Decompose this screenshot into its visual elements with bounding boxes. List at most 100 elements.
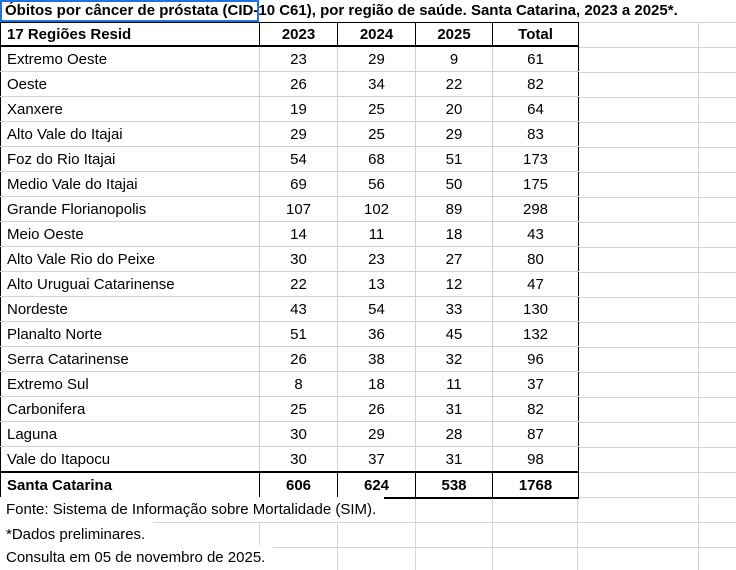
value-cell[interactable]: 54 (259, 146, 338, 172)
value-cell[interactable]: 18 (415, 221, 493, 247)
region-cell[interactable]: Vale do Itapocu (0, 446, 260, 473)
value-cell[interactable]: 25 (259, 396, 338, 422)
column-header-2024[interactable]: 2024 (337, 22, 416, 47)
value-cell[interactable]: 83 (492, 121, 579, 147)
total-value-2023[interactable]: 606 (259, 471, 338, 499)
value-cell[interactable]: 51 (415, 146, 493, 172)
value-cell[interactable]: 22 (415, 71, 493, 97)
value-cell[interactable]: 23 (337, 246, 416, 272)
value-cell[interactable]: 68 (337, 146, 416, 172)
footnote-source-cell[interactable]: Fonte: Sistema de Informação sobre Morta… (0, 497, 385, 522)
value-cell[interactable]: 69 (259, 171, 338, 197)
value-cell[interactable]: 56 (337, 171, 416, 197)
value-cell[interactable]: 37 (492, 371, 579, 397)
region-cell[interactable]: Alto Uruguai Catarinense (0, 271, 260, 297)
region-cell[interactable]: Extremo Oeste (0, 45, 260, 72)
value-cell[interactable]: 14 (259, 221, 338, 247)
value-cell[interactable]: 25 (337, 121, 416, 147)
value-cell[interactable]: 30 (259, 446, 338, 473)
value-cell[interactable]: 19 (259, 96, 338, 122)
value-cell[interactable]: 98 (492, 446, 579, 473)
column-header-total[interactable]: Total (492, 22, 579, 47)
value-cell[interactable]: 54 (337, 296, 416, 322)
region-cell[interactable]: Extremo Sul (0, 371, 260, 397)
value-cell[interactable]: 130 (492, 296, 579, 322)
value-cell[interactable]: 43 (259, 296, 338, 322)
value-cell[interactable]: 29 (415, 121, 493, 147)
column-header-region[interactable]: 17 Regiões Resid (0, 22, 260, 47)
value-cell[interactable]: 96 (492, 346, 579, 372)
value-cell[interactable]: 36 (337, 321, 416, 347)
region-cell[interactable]: Grande Florianopolis (0, 196, 260, 222)
total-value-2024[interactable]: 624 (337, 471, 416, 499)
value-cell[interactable]: 173 (492, 146, 579, 172)
value-cell[interactable]: 30 (259, 246, 338, 272)
value-cell[interactable]: 18 (337, 371, 416, 397)
value-cell[interactable]: 29 (259, 121, 338, 147)
value-cell[interactable]: 34 (337, 71, 416, 97)
value-cell[interactable]: 175 (492, 171, 579, 197)
value-cell[interactable]: 64 (492, 96, 579, 122)
value-cell[interactable]: 12 (415, 271, 493, 297)
value-cell[interactable]: 50 (415, 171, 493, 197)
value-cell[interactable]: 32 (415, 346, 493, 372)
region-cell[interactable]: Carbonifera (0, 396, 260, 422)
title-cell[interactable]: Óbitos por câncer de próstata (CID-10 C6… (0, 0, 682, 22)
region-cell[interactable]: Xanxere (0, 96, 260, 122)
value-cell[interactable]: 9 (415, 45, 493, 72)
value-cell[interactable]: 31 (415, 446, 493, 473)
value-cell[interactable]: 29 (337, 421, 416, 447)
value-cell[interactable]: 22 (259, 271, 338, 297)
value-cell[interactable]: 23 (259, 45, 338, 72)
region-cell[interactable]: Alto Vale do Itajai (0, 121, 260, 147)
column-header-2025[interactable]: 2025 (415, 22, 493, 47)
value-cell[interactable]: 51 (259, 321, 338, 347)
value-cell[interactable]: 47 (492, 271, 579, 297)
value-cell[interactable]: 26 (259, 71, 338, 97)
value-cell[interactable]: 80 (492, 246, 579, 272)
total-row-label[interactable]: Santa Catarina (0, 471, 260, 499)
value-cell[interactable]: 31 (415, 396, 493, 422)
region-cell[interactable]: Laguna (0, 421, 260, 447)
value-cell[interactable]: 107 (259, 196, 338, 222)
total-value-sum[interactable]: 1768 (492, 471, 579, 499)
value-cell[interactable]: 37 (337, 446, 416, 473)
region-cell[interactable]: Meio Oeste (0, 221, 260, 247)
value-cell[interactable]: 8 (259, 371, 338, 397)
region-cell[interactable]: Alto Vale Rio do Peixe (0, 246, 260, 272)
region-cell[interactable]: Foz do Rio Itajai (0, 146, 260, 172)
total-value-2025[interactable]: 538 (415, 471, 493, 499)
value-cell[interactable]: 28 (415, 421, 493, 447)
value-cell[interactable]: 89 (415, 196, 493, 222)
value-cell[interactable]: 11 (337, 221, 416, 247)
value-cell[interactable]: 20 (415, 96, 493, 122)
value-cell[interactable]: 38 (337, 346, 416, 372)
value-cell[interactable]: 11 (415, 371, 493, 397)
footnote-preliminary-cell[interactable]: *Dados preliminares. (0, 522, 154, 547)
value-cell[interactable]: 87 (492, 421, 579, 447)
value-cell[interactable]: 25 (337, 96, 416, 122)
region-cell[interactable]: Nordeste (0, 296, 260, 322)
value-cell[interactable]: 30 (259, 421, 338, 447)
value-cell[interactable]: 102 (337, 196, 416, 222)
value-cell[interactable]: 43 (492, 221, 579, 247)
region-cell[interactable]: Medio Vale do Itajai (0, 171, 260, 197)
column-header-2023[interactable]: 2023 (259, 22, 338, 47)
value-cell[interactable]: 27 (415, 246, 493, 272)
value-cell[interactable]: 82 (492, 71, 579, 97)
value-cell[interactable]: 13 (337, 271, 416, 297)
value-cell[interactable]: 26 (337, 396, 416, 422)
region-cell[interactable]: Planalto Norte (0, 321, 260, 347)
value-cell[interactable]: 26 (259, 346, 338, 372)
region-cell[interactable]: Oeste (0, 71, 260, 97)
value-cell[interactable]: 82 (492, 396, 579, 422)
value-cell[interactable]: 45 (415, 321, 493, 347)
region-cell[interactable]: Serra Catarinense (0, 346, 260, 372)
header-row: 17 Regiões Resid 2023 2024 2025 Total (0, 22, 579, 47)
value-cell[interactable]: 33 (415, 296, 493, 322)
value-cell[interactable]: 132 (492, 321, 579, 347)
footnote-query-date-cell[interactable]: Consulta em 05 de novembro de 2025. (0, 545, 274, 570)
value-cell[interactable]: 29 (337, 45, 416, 72)
value-cell[interactable]: 298 (492, 196, 579, 222)
value-cell[interactable]: 61 (492, 45, 579, 72)
